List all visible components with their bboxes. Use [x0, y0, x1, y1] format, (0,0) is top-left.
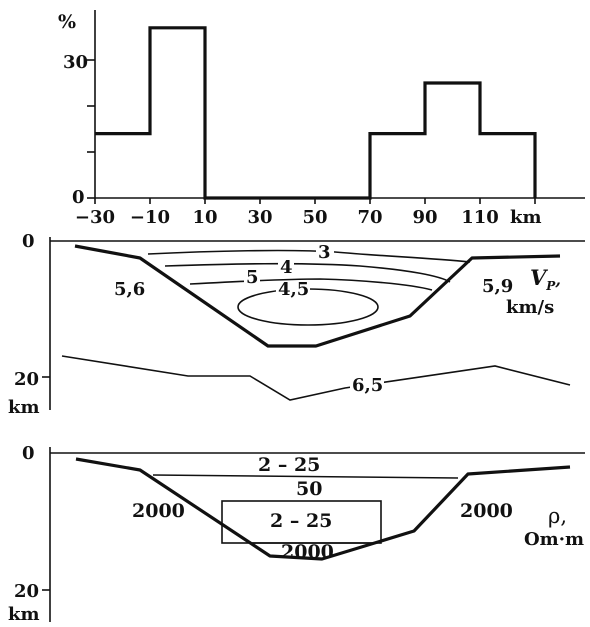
rho-lens-label: 2 – 25 [270, 510, 332, 532]
hist-x-unit: km [510, 207, 542, 228]
vp-depth-0: 0 [22, 231, 35, 252]
hist-y-ticks [87, 59, 95, 199]
rho-depth-0: 0 [22, 443, 35, 464]
vp-contour-label-4-5: 4,5 [278, 279, 309, 300]
hist-bar [425, 83, 480, 198]
vp-contour-label-4: 4 [280, 257, 293, 278]
vp-basin-boundary [74, 244, 561, 348]
hist-bars [95, 28, 535, 198]
vp-depth-20: 20 [14, 369, 39, 390]
histogram-panel: % 30 0 −30 −10 10 30 50 70 90 110 km [58, 10, 585, 228]
vp-contour-5 [189, 278, 433, 291]
rho-top-layer-base [152, 474, 459, 479]
vp-contour-label-6-5: 6,5 [352, 375, 383, 396]
hist-x-tick-label: 10 [192, 207, 217, 228]
rho-right-region-label: 2000 [460, 500, 513, 522]
vp-contour-label-3: 3 [318, 242, 331, 263]
rho-top-layer-label: 2 – 25 [258, 454, 320, 476]
hist-y-label: % [58, 11, 76, 33]
vp-unit-label: km/s [506, 297, 554, 318]
hist-x-tick-label: −30 [75, 207, 115, 228]
rho-depth-20: 20 [14, 581, 39, 602]
rho-basin-boundary [75, 457, 571, 561]
vp-contour-6-5 [61, 355, 571, 401]
hist-y-tick-0: 0 [72, 187, 85, 208]
vp-section-panel: 0 20 km 3 4 5 4,5 6,5 5,6 5,9 VP, km/s [8, 231, 585, 418]
hist-y-tick-30: 30 [63, 52, 88, 73]
hist-x-tick-label: 70 [357, 207, 382, 228]
hist-x-tick-label: 50 [302, 207, 327, 228]
vp-contour-4 [164, 262, 451, 283]
hist-x-tick-label: −10 [130, 207, 170, 228]
hist-bar [480, 134, 535, 198]
rho-mid-layer-label: 50 [296, 478, 322, 500]
hist-bar [150, 28, 205, 198]
rho-section-panel: 0 20 km 2 – 25 50 2 – 25 2000 2000 2000 … [8, 443, 585, 625]
rho-left-region-label: 2000 [132, 500, 185, 522]
vp-parameter-label: VP, [530, 265, 561, 293]
hist-bar [370, 134, 425, 198]
hist-bar [95, 134, 150, 198]
hist-x-tick-label: 90 [412, 207, 437, 228]
vp-contour-3 [147, 249, 471, 263]
hist-outline [95, 26, 537, 200]
hist-x-tick-label: 110 [461, 207, 499, 228]
rho-parameter-label: ρ, [548, 504, 567, 528]
vp-right-region-label: 5,9 [482, 276, 513, 297]
vp-depth-unit: km [8, 397, 40, 418]
vp-contour-label-5: 5 [246, 267, 259, 288]
hist-x-tick-labels: −30 −10 10 30 50 70 90 110 [75, 207, 499, 228]
rho-unit-label: Om·m [524, 529, 584, 550]
rho-depth-unit: km [8, 604, 40, 625]
rho-bottom-region-label: 2000 [281, 541, 334, 563]
hist-x-tick-label: 30 [247, 207, 272, 228]
vp-left-region-label: 5,6 [114, 279, 145, 300]
